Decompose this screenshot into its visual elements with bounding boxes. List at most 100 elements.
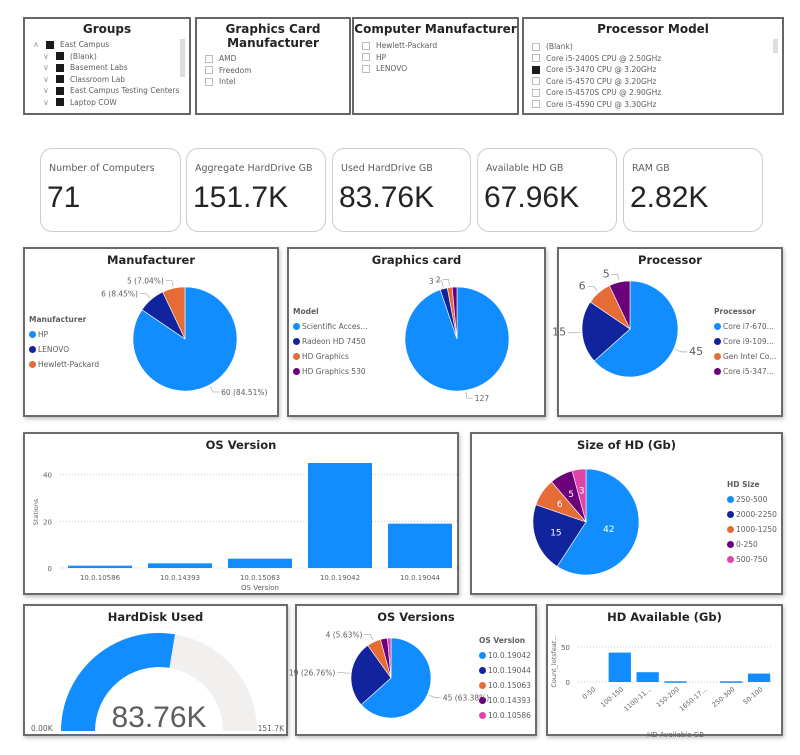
pie-slice[interactable] — [350, 645, 392, 706]
chevron-down-icon[interactable]: ∨ — [43, 97, 49, 107]
checkbox[interactable] — [362, 53, 370, 62]
scrollbar[interactable] — [180, 39, 185, 77]
slicer-item[interactable]: ∨ (Blank) — [33, 51, 189, 63]
gauge-min: 0.00K — [31, 724, 54, 733]
x-tick-label: 10.0.14393 — [160, 574, 200, 582]
checkbox[interactable] — [56, 98, 64, 107]
leader-line — [587, 286, 598, 292]
bar[interactable] — [664, 681, 687, 683]
legend-item[interactable]: 10.0.15063 — [479, 678, 531, 693]
checkbox[interactable] — [532, 42, 540, 51]
slicer-item[interactable]: ∨ Basement Labs — [33, 62, 189, 74]
legend-item[interactable]: 250-500 — [727, 492, 777, 507]
legend-item[interactable]: Scientific Acces... — [293, 319, 368, 334]
slicer-item[interactable]: ∧ East Campus — [33, 39, 189, 51]
checkbox[interactable] — [56, 86, 64, 95]
slicer-item[interactable]: Intel — [205, 76, 349, 88]
slicer-item[interactable]: ∨ Laptop COW — [33, 97, 189, 109]
legend-item[interactable]: HD Graphics — [293, 349, 368, 364]
legend-item[interactable]: 2000-2250 — [727, 507, 777, 522]
chevron-down-icon[interactable]: ∨ — [43, 51, 49, 61]
y-tick-label: 0 — [566, 679, 570, 687]
legend-item[interactable]: 10.0.19044 — [479, 663, 531, 678]
scrollbar[interactable] — [773, 39, 778, 53]
bar[interactable] — [608, 652, 631, 682]
checkbox[interactable] — [532, 100, 540, 109]
pie-slice[interactable] — [571, 468, 587, 523]
slicer-item[interactable]: Core i5-2400S CPU @ 2.50GHz — [532, 53, 782, 65]
chevron-down-icon[interactable]: ∨ — [43, 63, 49, 73]
bar[interactable] — [388, 523, 452, 568]
checkbox[interactable] — [205, 54, 213, 63]
pie-slice[interactable] — [581, 301, 631, 362]
chevron-down-icon[interactable]: ∨ — [43, 86, 49, 96]
pie-slice[interactable] — [556, 468, 640, 576]
bar[interactable] — [747, 673, 771, 682]
chevron-up-icon[interactable]: ∧ — [33, 40, 39, 50]
bar[interactable] — [148, 563, 212, 568]
bar[interactable] — [228, 558, 292, 568]
slicer-item[interactable]: LENOVO — [362, 63, 517, 75]
checkbox[interactable] — [532, 88, 540, 97]
checkbox[interactable] — [205, 77, 213, 86]
chart-title: OS Version — [205, 438, 277, 452]
slicer-item[interactable]: Core i5-4590 CPU @ 3.30GHz — [532, 99, 782, 111]
legend-label: Core i5-347... — [723, 367, 774, 376]
legend-item[interactable]: 10.0.10586 — [479, 708, 531, 723]
legend-item[interactable]: Core i7-670... — [714, 319, 776, 334]
legend-item[interactable]: HP — [29, 327, 99, 342]
slicer-item[interactable]: Core i5-3470 CPU @ 3.20GHz — [532, 64, 782, 76]
bar[interactable] — [636, 672, 659, 682]
pie-slice[interactable] — [609, 280, 631, 330]
pie-slice[interactable] — [162, 286, 186, 340]
legend-item[interactable]: Core i9-109... — [714, 334, 776, 349]
slicer-item[interactable]: Hewlett-Packard — [362, 40, 517, 52]
slicer-item[interactable]: ∨ Classroom Lab — [33, 74, 189, 86]
slicer-item[interactable]: HP — [362, 52, 517, 64]
legend-item[interactable]: 10.0.19042 — [479, 648, 531, 663]
legend-item[interactable]: 0-250 — [727, 537, 777, 552]
checkbox[interactable] — [362, 41, 370, 50]
slicer-item[interactable]: (Blank) — [532, 41, 782, 53]
pie-slice[interactable] — [360, 637, 432, 719]
legend-item[interactable]: 500-750 — [727, 552, 777, 567]
checkbox[interactable] — [205, 66, 213, 75]
checkbox[interactable] — [532, 54, 540, 63]
legend-item[interactable]: Gen Intel Co... — [714, 349, 776, 364]
legend-item[interactable]: 1000-1250 — [727, 522, 777, 537]
slicer-item-label: Core i5-3470 CPU @ 3.20GHz — [546, 65, 657, 75]
legend-dot-icon — [479, 682, 486, 689]
pie-slice[interactable] — [532, 504, 587, 567]
pie-slice[interactable] — [387, 637, 392, 679]
legend-item[interactable]: HD Graphics 530 — [293, 364, 368, 379]
pie-slice[interactable] — [451, 286, 458, 340]
legend-item[interactable]: Radeon HD 7450 — [293, 334, 368, 349]
legend-item[interactable]: 10.0.14393 — [479, 693, 531, 708]
card-value: 67.96K — [484, 181, 580, 214]
bar[interactable] — [720, 681, 743, 683]
checkbox[interactable] — [56, 52, 64, 61]
legend-item[interactable]: LENOVO — [29, 342, 99, 357]
checkbox[interactable] — [46, 40, 54, 49]
checkbox[interactable] — [532, 77, 540, 86]
slicer-item[interactable]: Core i5-4570 CPU @ 3.20GHz — [532, 76, 782, 88]
pie-slice[interactable] — [404, 286, 510, 392]
slicer-item[interactable]: AMD — [205, 53, 349, 65]
bar[interactable] — [308, 463, 372, 568]
legend-item[interactable]: Hewlett-Packard — [29, 357, 99, 372]
checkbox[interactable] — [56, 63, 64, 72]
chevron-down-icon[interactable]: ∨ — [43, 74, 49, 84]
pie-slice[interactable] — [593, 280, 679, 378]
bar[interactable] — [68, 565, 132, 568]
legend-dot-icon — [293, 338, 300, 345]
slicer-item[interactable]: ∨ East Campus Testing Centers — [33, 85, 189, 97]
checkbox[interactable] — [362, 64, 370, 73]
slicer-item[interactable]: Core i5-4570S CPU @ 2.90GHz — [532, 87, 782, 99]
legend-item[interactable]: Core i5-347... — [714, 364, 776, 379]
checkbox[interactable] — [56, 75, 64, 84]
slicer-item-label: Core i5-4590 CPU @ 3.30GHz — [546, 99, 657, 109]
card-available-hd: Available HD GB 67.96K — [477, 148, 617, 232]
legend-dot-icon — [714, 368, 721, 375]
slicer-item[interactable]: Freedom — [205, 65, 349, 77]
checkbox[interactable] — [532, 65, 540, 74]
